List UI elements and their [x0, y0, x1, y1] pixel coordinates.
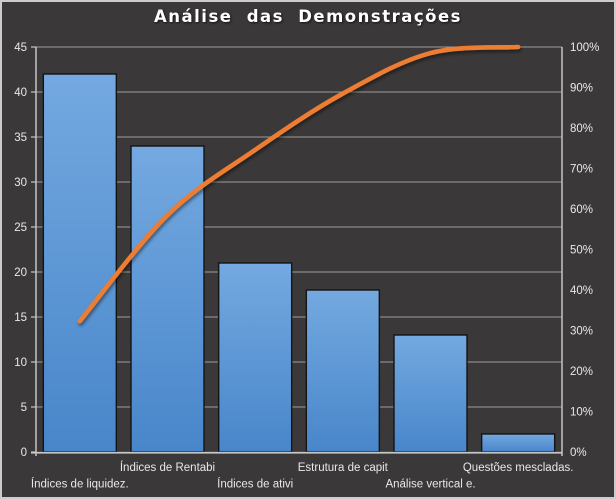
bar-5[interactable]: [393, 334, 468, 453]
right-axis-label: 30%: [570, 326, 593, 338]
right-axis-label: 40%: [570, 285, 593, 297]
left-axis-label: 25: [14, 222, 27, 234]
right-axis-label: 90%: [570, 83, 593, 95]
right-axis-label: 80%: [570, 123, 593, 135]
right-axis-label: 50%: [570, 245, 593, 257]
bar-6[interactable]: [480, 433, 556, 453]
category-label: Estrutura de capit: [298, 462, 389, 474]
left-axis-label: 10: [14, 357, 27, 369]
category-label: Índices de ativi: [217, 478, 293, 491]
right-axis-label: 60%: [570, 204, 593, 216]
category-label: Questões mescladas.: [463, 462, 574, 474]
right-axis-label: 0%: [570, 447, 587, 459]
left-axis-label: 30: [14, 177, 27, 189]
cumulative-line[interactable]: [77, 44, 521, 324]
right-axis-label: 70%: [570, 164, 593, 176]
chart-title: Análise das Demonstrações: [154, 7, 462, 26]
category-label: Índices de liquidez.: [31, 478, 129, 491]
left-axis-label: 20: [14, 267, 27, 279]
left-axis-label: 45: [14, 42, 27, 54]
right-axis-label: 20%: [570, 366, 593, 378]
left-axis-label: 40: [14, 87, 27, 99]
bar-2[interactable]: [130, 145, 205, 453]
left-axis-label: 0: [21, 447, 27, 459]
bar-1[interactable]: [42, 73, 118, 453]
bar-4[interactable]: [305, 289, 381, 453]
left-axis-label: 5: [21, 402, 27, 414]
category-label: Análise vertical e.: [385, 479, 475, 491]
bar-3[interactable]: [217, 262, 293, 453]
left-axis-label: 35: [14, 132, 27, 144]
right-axis-label: 10%: [570, 407, 593, 419]
right-axis-label: 100%: [570, 42, 599, 54]
category-label: Índices de Rentabi: [120, 461, 215, 474]
left-axis-label: 15: [14, 312, 27, 324]
